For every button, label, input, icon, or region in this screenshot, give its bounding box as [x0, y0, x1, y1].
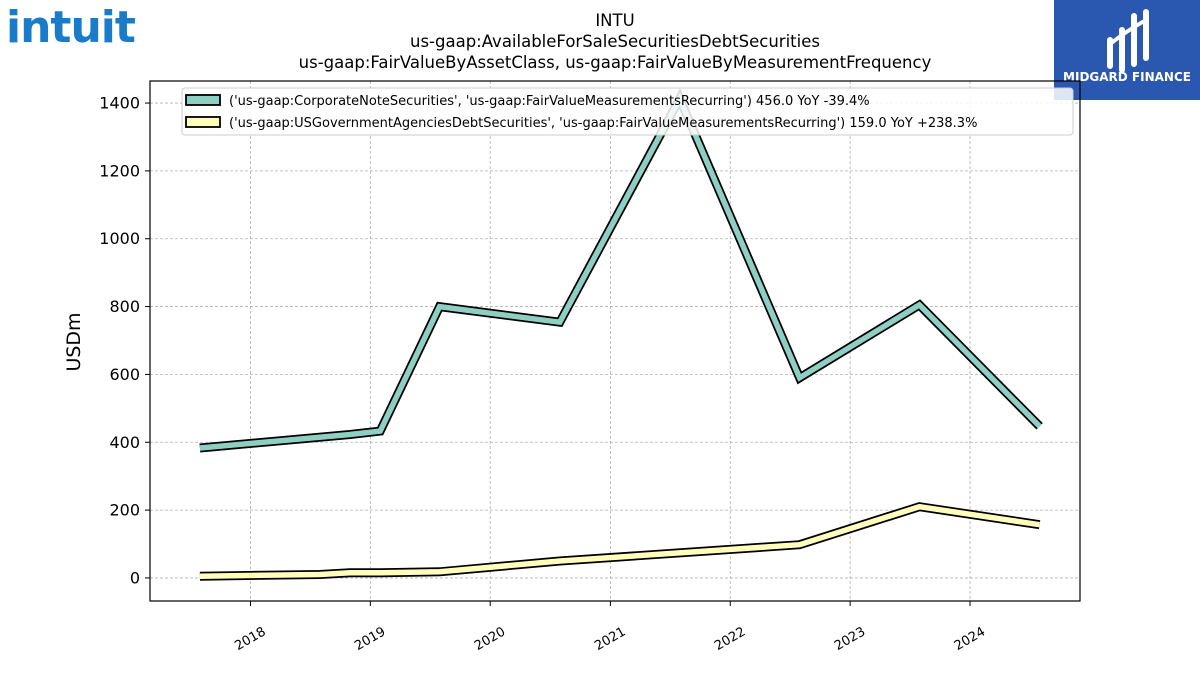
x-tick-label: 2022 — [712, 624, 748, 654]
x-tick-label: 2024 — [952, 624, 988, 654]
chart-title: INTU — [595, 11, 635, 30]
y-tick-label: 1200 — [99, 161, 140, 180]
series-1-outline — [199, 88, 1043, 453]
chart-title-block: INTU us-gaap:AvailableForSaleSecuritiesD… — [150, 10, 1080, 73]
y-tick-label: 800 — [109, 297, 140, 316]
x-tick-label: 2023 — [832, 624, 868, 654]
y-tick-label: 1400 — [99, 94, 140, 113]
series-2-line — [199, 503, 1041, 579]
intuit-logo: intuit — [6, 2, 137, 50]
series-1-line — [199, 92, 1042, 451]
y-tick-label: 200 — [109, 501, 140, 520]
legend-label-2: ('us-gaap:USGovernmentAgenciesDebtSecuri… — [229, 116, 977, 131]
x-tick-label: 2020 — [472, 624, 508, 654]
legend: ('us-gaap:CorporateNoteSecurities', 'us-… — [181, 87, 1074, 136]
y-tick-label: 1000 — [99, 229, 140, 248]
legend-box — [181, 87, 1074, 136]
series-2-outline — [199, 502, 1041, 581]
legend-swatch-1 — [185, 94, 221, 106]
legend-label-1: ('us-gaap:CorporateNoteSecurities', 'us-… — [229, 94, 870, 109]
midgard-finance-logo: MIDGARD FINANCE — [1054, 0, 1200, 100]
x-axis: 2018 2019 2020 2021 2022 2023 2024 — [232, 601, 988, 654]
y-tick-label: 600 — [109, 365, 140, 384]
chart-subtitle-2: us-gaap:FairValueByAssetClass, us-gaap:F… — [298, 53, 932, 72]
y-axis-label: USDm — [63, 312, 85, 371]
chart-subtitle: us-gaap:AvailableForSaleSecuritiesDebtSe… — [410, 32, 820, 51]
x-tick-label: 2018 — [232, 624, 268, 654]
x-tick-label: 2021 — [592, 624, 628, 654]
x-tick-label: 2019 — [352, 624, 388, 654]
legend-swatch-2 — [185, 116, 221, 128]
grid-lines — [150, 81, 1080, 601]
y-tick-label: 400 — [109, 433, 140, 452]
midgard-logo-text: MIDGARD FINANCE — [1063, 70, 1191, 84]
y-tick-label: 0 — [130, 568, 140, 587]
series-lines — [199, 88, 1043, 581]
plot-frame — [149, 80, 1081, 602]
intuit-logo-text: intuit — [6, 2, 136, 50]
midgard-emblem-icon — [1107, 9, 1149, 73]
y-axis: 0 200 400 600 800 1000 1200 1400 — [99, 94, 150, 587]
